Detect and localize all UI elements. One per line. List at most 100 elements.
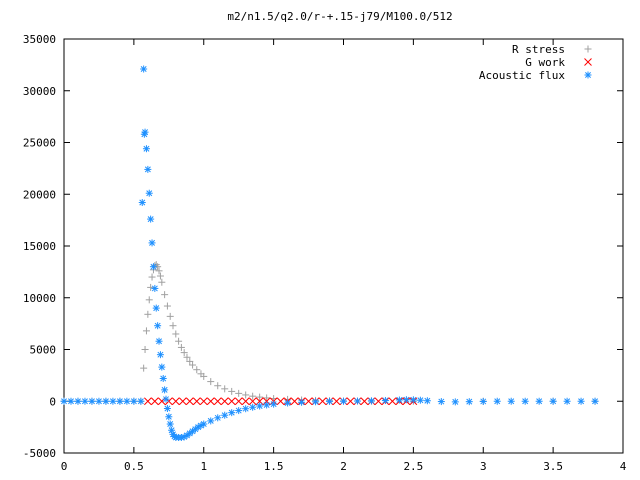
data-point: [169, 322, 177, 330]
chart-title: m2/n1.5/q2.0/r-+.15-j79/M100.0/512: [227, 10, 452, 23]
data-point: [234, 397, 243, 406]
data-point: [109, 397, 117, 405]
data-point: [346, 397, 355, 406]
data-point: [241, 397, 250, 406]
data-point: [145, 296, 153, 304]
data-point: [163, 404, 171, 412]
data-point: [166, 312, 174, 320]
legend-marker: [584, 45, 592, 53]
data-point: [263, 394, 271, 402]
data-point: [256, 393, 264, 401]
legend-marker: [584, 58, 592, 66]
x-tick-label: 2.5: [403, 460, 423, 473]
data-point: [200, 420, 208, 428]
data-point: [142, 327, 150, 335]
y-tick-label: 10000: [23, 292, 56, 305]
data-point: [193, 366, 201, 374]
data-point: [148, 273, 156, 281]
data-point: [156, 272, 164, 280]
data-point: [172, 330, 180, 338]
data-point: [437, 398, 445, 406]
data-point: [123, 397, 131, 405]
data-point: [214, 382, 222, 390]
data-point: [227, 397, 236, 406]
data-point: [402, 396, 410, 404]
data-point: [156, 351, 164, 359]
data-point: [360, 397, 369, 406]
data-point: [161, 386, 169, 394]
data-point: [549, 397, 557, 405]
data-point: [374, 397, 383, 406]
data-point: [312, 398, 320, 406]
data-point: [263, 401, 271, 409]
data-point: [479, 397, 487, 405]
data-point: [270, 400, 278, 408]
data-point: [326, 397, 334, 405]
data-point: [88, 397, 96, 405]
data-point: [140, 65, 148, 73]
data-point: [199, 397, 208, 406]
legend-label: R stress: [512, 43, 565, 56]
data-point: [144, 165, 152, 173]
data-point: [395, 396, 403, 404]
data-point: [563, 397, 571, 405]
data-point: [235, 407, 243, 415]
data-point: [162, 395, 170, 403]
data-point: [465, 398, 473, 406]
data-point: [521, 397, 529, 405]
data-point: [189, 361, 197, 369]
y-tick-label: -5000: [23, 447, 56, 460]
data-point: [200, 372, 208, 380]
data-point: [155, 337, 163, 345]
data-point: [493, 397, 501, 405]
data-point: [178, 397, 187, 406]
data-point: [298, 398, 306, 406]
data-point: [290, 397, 299, 406]
data-point: [142, 145, 150, 153]
data-point: [284, 399, 292, 407]
x-tick-label: 0: [61, 460, 68, 473]
data-point: [60, 397, 68, 405]
data-point: [332, 397, 341, 406]
data-point: [140, 364, 148, 372]
data-point: [155, 267, 163, 275]
data-point: [67, 397, 75, 405]
data-point: [206, 397, 215, 406]
data-point: [158, 278, 166, 286]
data-point: [262, 397, 271, 406]
data-point: [409, 396, 417, 404]
x-tick-label: 2: [340, 460, 347, 473]
series-acoustic-flux: [60, 65, 599, 441]
data-point: [340, 397, 347, 405]
data-point: [175, 337, 183, 345]
data-point: [144, 310, 152, 318]
data-point: [165, 413, 173, 421]
data-point: [116, 397, 124, 405]
data-point: [141, 128, 149, 136]
data-point: [353, 397, 361, 405]
data-point: [381, 397, 389, 405]
data-point: [220, 397, 229, 406]
data-point: [221, 385, 229, 393]
y-tick-label: 30000: [23, 85, 56, 98]
data-point: [143, 397, 152, 406]
data-point: [138, 199, 146, 207]
data-point: [507, 397, 515, 405]
series-r-stress: [60, 261, 599, 405]
axes-ticks: 0 0.5 1 1.5 2 2.5 3 3.5 4 -5000 0 5000 10000 15000 200…: [23, 33, 627, 473]
data-point: [171, 397, 180, 406]
data-point: [207, 417, 215, 425]
data-point: [221, 411, 229, 419]
x-tick-label: 1.5: [264, 460, 284, 473]
data-point: [95, 397, 103, 405]
x-tick-label: 3: [480, 460, 487, 473]
data-point: [577, 397, 585, 405]
data-point: [228, 409, 236, 417]
data-point: [242, 391, 250, 399]
data-point: [137, 397, 145, 405]
data-point: [388, 397, 397, 406]
data-point: [163, 302, 171, 310]
data-point: [151, 284, 159, 292]
data-point: [214, 414, 222, 422]
